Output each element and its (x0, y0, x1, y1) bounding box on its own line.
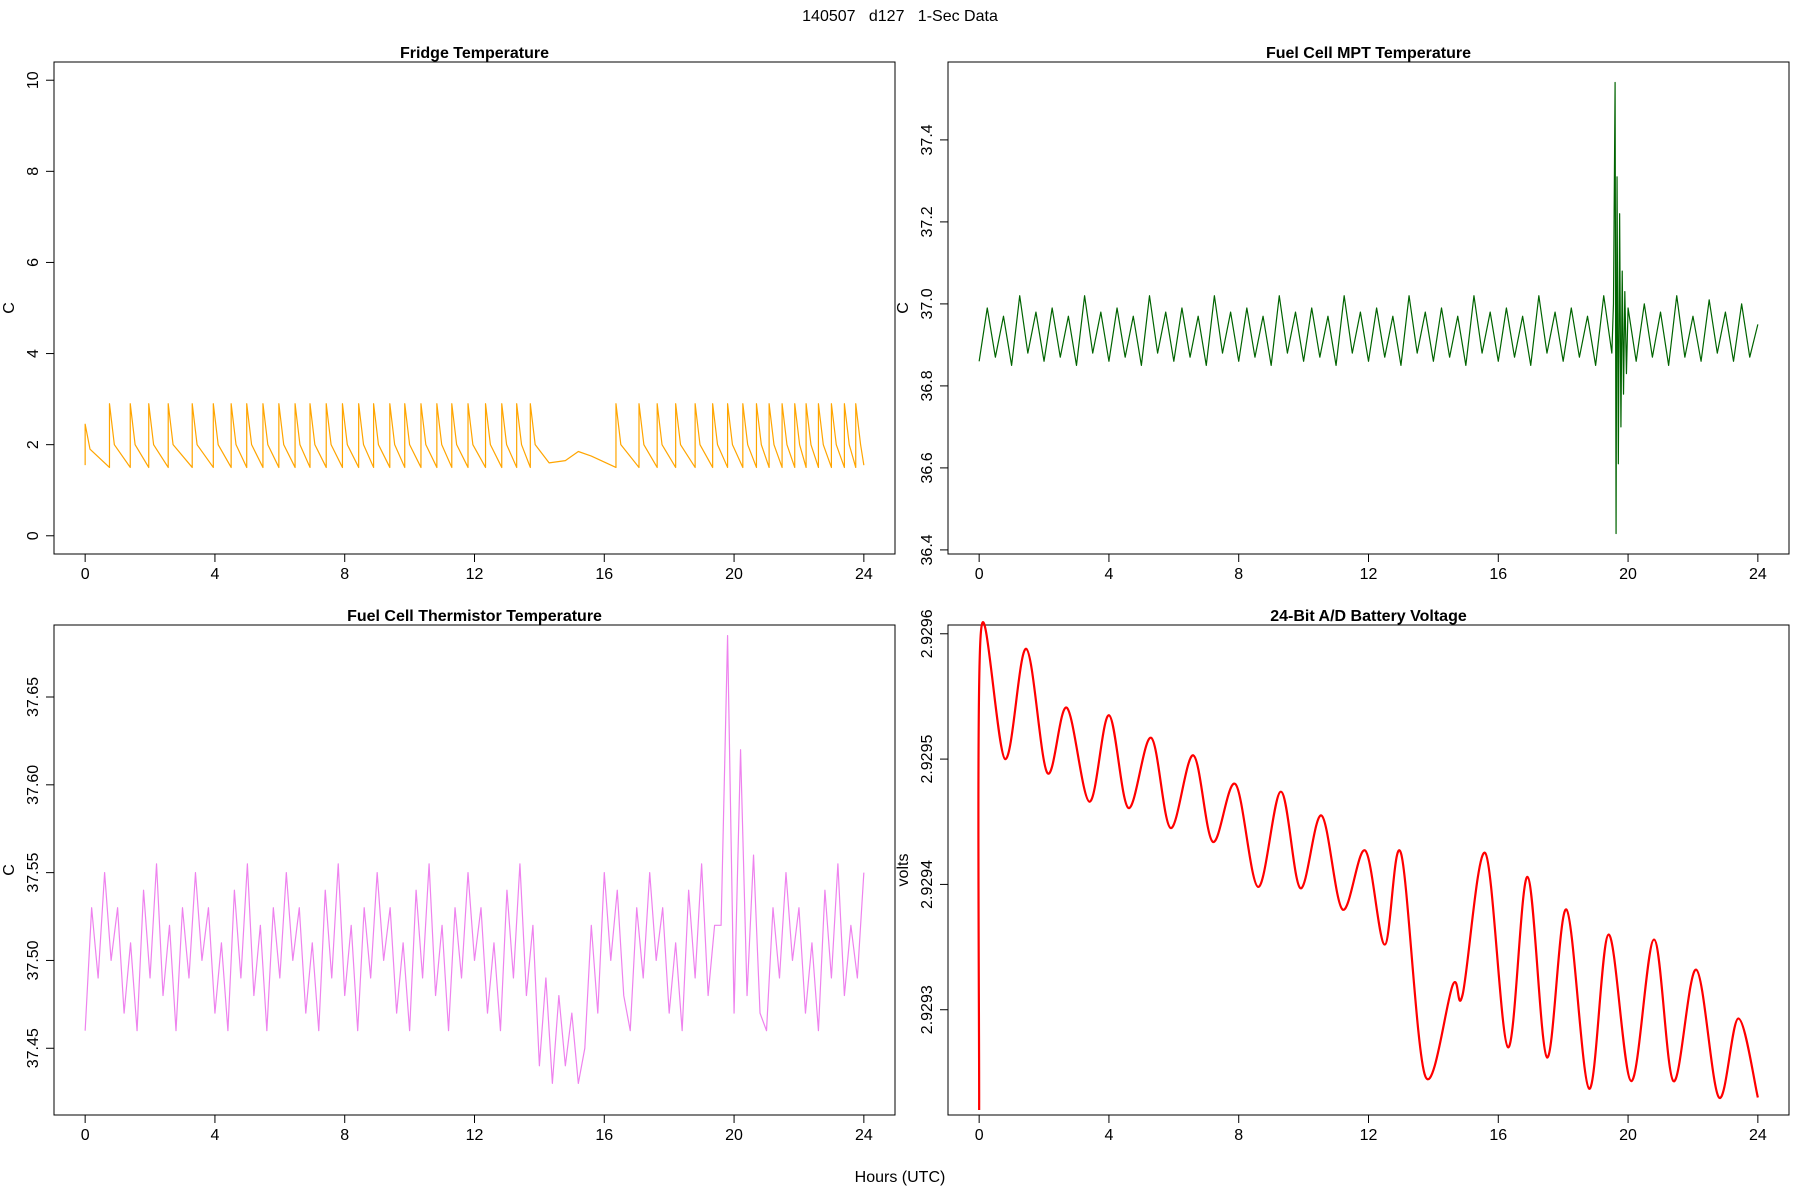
x-tick-label: 20 (725, 566, 743, 583)
y-axis-label: volts (895, 854, 912, 887)
data-line (977, 621, 1759, 1110)
y-tick-label: 37.4 (919, 124, 936, 155)
x-tick-label: 4 (210, 566, 219, 583)
x-tick-label: 4 (1104, 1127, 1113, 1144)
x-tick-label: 24 (855, 1127, 873, 1144)
y-axis-label: C (895, 302, 912, 314)
y-tick-label: 37.0 (919, 288, 936, 319)
x-tick-label: 20 (1619, 566, 1637, 583)
y-tick-label: 6 (25, 258, 42, 267)
x-tick-label: 12 (466, 1127, 484, 1144)
x-tick-label: 4 (1104, 566, 1113, 583)
y-tick-label: 37.65 (25, 677, 42, 717)
x-tick-label: 12 (466, 566, 484, 583)
x-tick-label: 8 (1234, 1127, 1243, 1144)
y-tick-label: 36.8 (919, 370, 936, 401)
y-tick-label: 8 (25, 167, 42, 176)
panel-title: Fuel Cell Thermistor Temperature (347, 608, 602, 625)
y-axis-label: C (1, 302, 18, 314)
y-tick-label: 2.9296 (919, 609, 936, 658)
y-tick-label: 37.2 (919, 206, 936, 237)
y-tick-label: 2 (25, 440, 42, 449)
x-tick-label: 24 (1749, 1127, 1767, 1144)
x-tick-label: 12 (1360, 1127, 1378, 1144)
x-tick-label: 24 (1749, 566, 1767, 583)
x-tick-label: 0 (975, 566, 984, 583)
x-tick-label: 20 (725, 1127, 743, 1144)
y-tick-label: 36.4 (919, 534, 936, 565)
x-tick-label: 8 (340, 1127, 349, 1144)
x-tick-label: 24 (855, 566, 873, 583)
x-axis-label: Hours (UTC) (855, 1169, 946, 1186)
plot-frame (53, 61, 896, 555)
x-tick-label: 16 (595, 1127, 613, 1144)
x-tick-label: 8 (340, 566, 349, 583)
x-tick-label: 8 (1234, 566, 1243, 583)
x-tick-label: 16 (595, 566, 613, 583)
panel-title: Fridge Temperature (400, 45, 549, 62)
data-line (84, 403, 865, 469)
plot-frame (947, 61, 1790, 555)
data-line (84, 634, 865, 1084)
y-tick-label: 37.55 (25, 853, 42, 893)
data-line (978, 81, 1759, 535)
x-tick-label: 0 (81, 566, 90, 583)
y-tick-label: 2.9294 (919, 860, 936, 909)
y-tick-label: 2.9293 (919, 985, 936, 1034)
y-tick-label: 2.9295 (919, 735, 936, 784)
y-tick-label: 10 (25, 71, 42, 89)
figure-title: 140507 d127 1-Sec Data (802, 8, 998, 25)
panel-title: 24-Bit A/D Battery Voltage (1270, 608, 1467, 625)
plot-frame (947, 624, 1790, 1116)
y-tick-label: 37.50 (25, 940, 42, 980)
panel-title: Fuel Cell MPT Temperature (1266, 45, 1471, 62)
y-axis-label: C (1, 864, 18, 876)
x-tick-label: 0 (81, 1127, 90, 1144)
x-tick-label: 20 (1619, 1127, 1637, 1144)
y-tick-label: 37.45 (25, 1028, 42, 1068)
y-tick-label: 36.6 (919, 452, 936, 483)
x-tick-label: 4 (210, 1127, 219, 1144)
y-tick-label: 37.60 (25, 765, 42, 805)
x-tick-label: 16 (1489, 566, 1507, 583)
x-tick-label: 12 (1360, 566, 1378, 583)
y-tick-label: 4 (25, 349, 42, 358)
y-tick-label: 0 (25, 531, 42, 540)
plot-frame (53, 624, 896, 1116)
x-tick-label: 16 (1489, 1127, 1507, 1144)
x-tick-label: 0 (975, 1127, 984, 1144)
